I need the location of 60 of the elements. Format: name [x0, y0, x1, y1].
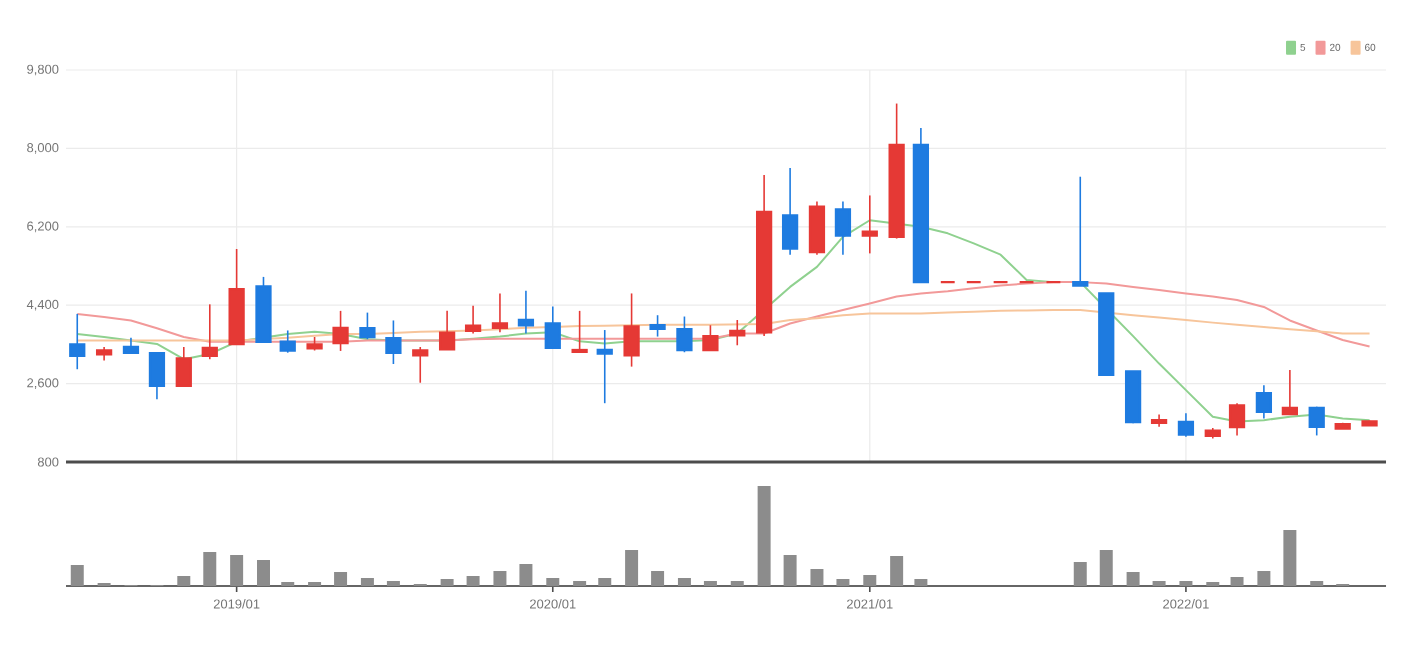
- bar: [625, 550, 639, 586]
- bar: [1230, 577, 1244, 586]
- bar: [863, 575, 877, 586]
- bar: [1257, 571, 1271, 586]
- candlestick: [517, 290, 535, 335]
- candlestick: [676, 315, 693, 354]
- candlestick: [69, 313, 86, 371]
- candlestick: [729, 319, 746, 347]
- bar: [810, 569, 824, 586]
- candlestick: [438, 310, 456, 351]
- bar: [651, 571, 665, 586]
- bar: [203, 552, 217, 586]
- candlestick: [491, 292, 509, 334]
- candlestick: [385, 319, 402, 365]
- candlestick: [332, 310, 349, 352]
- candlestick: [464, 304, 482, 335]
- candlestick: [596, 329, 613, 404]
- candlestick: [571, 310, 588, 353]
- bar: [334, 572, 348, 586]
- bar: [914, 579, 928, 586]
- candlestick: [1228, 402, 1246, 437]
- candlestick: [412, 346, 429, 384]
- bar: [177, 576, 191, 586]
- bar: [519, 564, 533, 586]
- candlestick: [1072, 175, 1089, 287]
- candlestick: [201, 303, 218, 361]
- candlestick: [861, 194, 878, 255]
- bar: [757, 486, 771, 586]
- candlestick: [1255, 384, 1273, 420]
- candlestick: [1308, 405, 1325, 437]
- candlestick: [1281, 369, 1298, 416]
- bar: [1126, 572, 1140, 586]
- candlestick: [1177, 412, 1195, 438]
- candlestick: [359, 311, 376, 340]
- bar: [836, 579, 850, 586]
- candlestick: [544, 305, 561, 350]
- bar: [1099, 550, 1113, 586]
- candlestick: [623, 292, 640, 368]
- candlestick: [834, 200, 852, 256]
- bar: [677, 578, 691, 586]
- bar: [890, 556, 904, 586]
- candlestick: [148, 351, 166, 401]
- candlestick: [279, 329, 296, 354]
- bar: [70, 565, 84, 586]
- bar: [598, 578, 612, 586]
- candlestick: [175, 346, 192, 387]
- bar: [466, 576, 480, 586]
- bar: [1283, 530, 1297, 586]
- bar: [230, 555, 244, 586]
- bar: [360, 578, 374, 586]
- candlestick: [781, 167, 799, 256]
- bar: [1073, 562, 1087, 586]
- bar: [783, 555, 797, 586]
- candlestick: [808, 200, 826, 256]
- bar: [256, 560, 270, 586]
- bar: [493, 571, 507, 586]
- bar: [546, 578, 560, 586]
- candlestick: [702, 324, 719, 352]
- candlestick: [649, 314, 666, 338]
- bar: [440, 579, 454, 586]
